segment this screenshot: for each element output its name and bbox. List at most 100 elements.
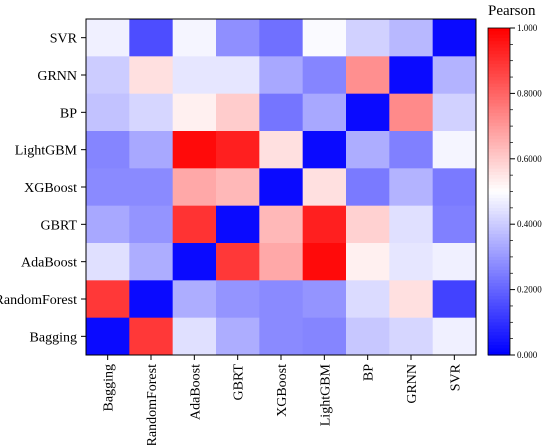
colorbar-tick-label: 0.6000 <box>517 154 542 164</box>
heatmap-cell <box>86 93 130 132</box>
heatmap-cell <box>129 243 174 281</box>
heatmap-cell <box>259 168 304 207</box>
heatmap-cell <box>346 168 390 207</box>
colorbar-strip <box>488 152 510 157</box>
colorbar-strip <box>488 168 510 173</box>
colorbar-strip <box>488 283 510 287</box>
heatmap-cell <box>259 93 304 132</box>
colorbar-strip <box>488 325 510 330</box>
colorbar-strip <box>488 54 510 59</box>
colorbar-strip <box>488 204 510 209</box>
colorbar-strip <box>488 60 510 65</box>
colorbar-strip <box>488 214 510 219</box>
column-label: RandomForest <box>145 364 160 445</box>
colorbar-strip <box>488 77 510 81</box>
heatmap-cell <box>172 56 217 95</box>
heatmap-cell <box>129 56 174 95</box>
heatmap-cell <box>302 56 347 95</box>
heatmap-cells <box>86 19 477 356</box>
heatmap-cell <box>216 131 260 169</box>
colorbar-strip <box>488 50 510 55</box>
column-label: AdaBoost <box>188 364 203 420</box>
colorbar-strip <box>488 269 510 274</box>
heatmap-cell <box>259 56 304 95</box>
colorbar-tick-label: 1.000 <box>517 23 538 33</box>
colorbar-strip <box>488 162 510 166</box>
heatmap-cell <box>216 317 260 356</box>
colorbar-strip <box>488 338 510 343</box>
colorbar-strip <box>488 299 510 304</box>
heatmap-cell <box>259 131 304 169</box>
colorbar-strip <box>488 220 510 225</box>
colorbar-strip <box>488 175 510 180</box>
colorbar-strip <box>488 109 510 114</box>
colorbar-strip <box>488 47 510 52</box>
heatmap-cell <box>346 56 390 95</box>
colorbar-strip <box>488 247 510 251</box>
heatmap-cell <box>259 280 304 319</box>
colorbar-strip <box>488 158 510 163</box>
heatmap-cell <box>389 131 434 169</box>
heatmap-cell <box>216 205 260 244</box>
row-label: XGBoost <box>24 181 77 196</box>
colorbar-strip <box>488 292 510 297</box>
heatmap-cell <box>389 205 434 244</box>
heatmap-cell <box>216 280 260 319</box>
heatmap-cell <box>172 131 217 169</box>
heatmap-cell <box>346 280 390 319</box>
colorbar-strip <box>488 250 510 255</box>
heatmap-cell <box>216 93 260 132</box>
colorbar-strip <box>488 273 510 278</box>
heatmap-cell <box>172 168 217 207</box>
colorbar-strip <box>488 207 510 212</box>
colorbar-strip <box>488 309 510 314</box>
colorbar-strip <box>488 279 510 284</box>
row-label: GBRT <box>41 218 78 233</box>
heatmap-cell <box>86 280 130 319</box>
heatmap-cell <box>259 205 304 244</box>
colorbar-strip <box>488 93 510 98</box>
row-labels: SVR GRNN BP LightGBM XGBoost GBRT AdaBoost Rand… <box>0 32 86 345</box>
colorbar-strip <box>488 126 510 130</box>
heatmap-cell <box>389 280 434 319</box>
colorbar-strip <box>488 148 510 153</box>
heatmap-cell <box>86 131 130 169</box>
colorbar-strip <box>488 31 510 36</box>
colorbar-strip <box>488 171 510 176</box>
colorbar-strip <box>488 351 510 356</box>
colorbar-strip <box>488 86 510 91</box>
colorbar-strip <box>488 328 510 333</box>
column-label: GRNN <box>405 364 420 404</box>
heatmap-cell <box>389 317 434 356</box>
heatmap-cell <box>432 19 477 57</box>
colorbar-strip <box>488 184 510 189</box>
colorbar-strip <box>488 211 510 215</box>
column-label: XGBoost <box>275 364 290 417</box>
colorbar-strip <box>488 188 510 193</box>
heatmap-cell <box>346 19 390 57</box>
colorbar-strip <box>488 302 510 307</box>
colorbar-strip <box>488 73 510 78</box>
colorbar-strip <box>488 263 510 268</box>
colorbar-strip <box>488 41 510 45</box>
column-labels: Bagging RandomForest AdaBoost GBRT XGBoost Li… <box>102 355 463 445</box>
colorbar-strip <box>488 286 510 291</box>
colorbar: 0.000 0.2000 0.4000 0.6000 0.8000 1.000 <box>487 23 542 360</box>
colorbar-strip <box>488 266 510 271</box>
heatmap-cell <box>302 317 347 356</box>
heatmap-cell <box>216 168 260 207</box>
heatmap-cell <box>129 131 174 169</box>
colorbar-strip <box>488 57 510 62</box>
row-label: SVR <box>50 32 78 47</box>
heatmap-cell <box>216 19 260 57</box>
heatmap-cell <box>302 93 347 132</box>
colorbar-strip <box>488 116 510 121</box>
heatmap-cell <box>346 243 390 281</box>
colorbar-strip <box>488 335 510 340</box>
heatmap-cell <box>432 56 477 95</box>
heatmap-cell <box>432 280 477 319</box>
plot-frame <box>85 18 477 356</box>
colorbar-strip <box>488 106 510 111</box>
heatmap-cell <box>129 168 174 207</box>
